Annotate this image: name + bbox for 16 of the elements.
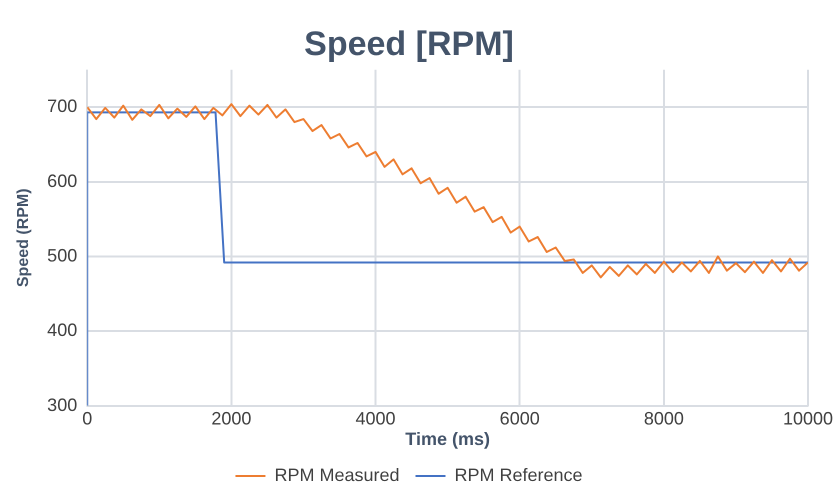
y-tick-label: 700 <box>47 96 78 116</box>
legend-label: RPM Measured <box>274 464 400 485</box>
x-tick-label: 8000 <box>644 408 684 429</box>
x-tick-label: 6000 <box>500 408 540 429</box>
y-tick-label: 300 <box>47 394 78 415</box>
x-axis-title: Time (ms) <box>405 429 490 450</box>
x-tick-label: 2000 <box>211 408 252 429</box>
y-axis-title: Speed (RPM) <box>15 188 32 288</box>
y-tick-label: 500 <box>47 245 78 266</box>
y-tick-label: 400 <box>47 320 78 340</box>
legend-label: RPM Reference <box>454 464 583 485</box>
x-tick-label: 4000 <box>356 408 396 429</box>
y-tick-label: 600 <box>47 170 78 191</box>
x-tick-label: 10000 <box>782 408 834 429</box>
chart-title: Speed [RPM] <box>304 24 514 63</box>
x-tick-label: 0 <box>82 408 92 429</box>
